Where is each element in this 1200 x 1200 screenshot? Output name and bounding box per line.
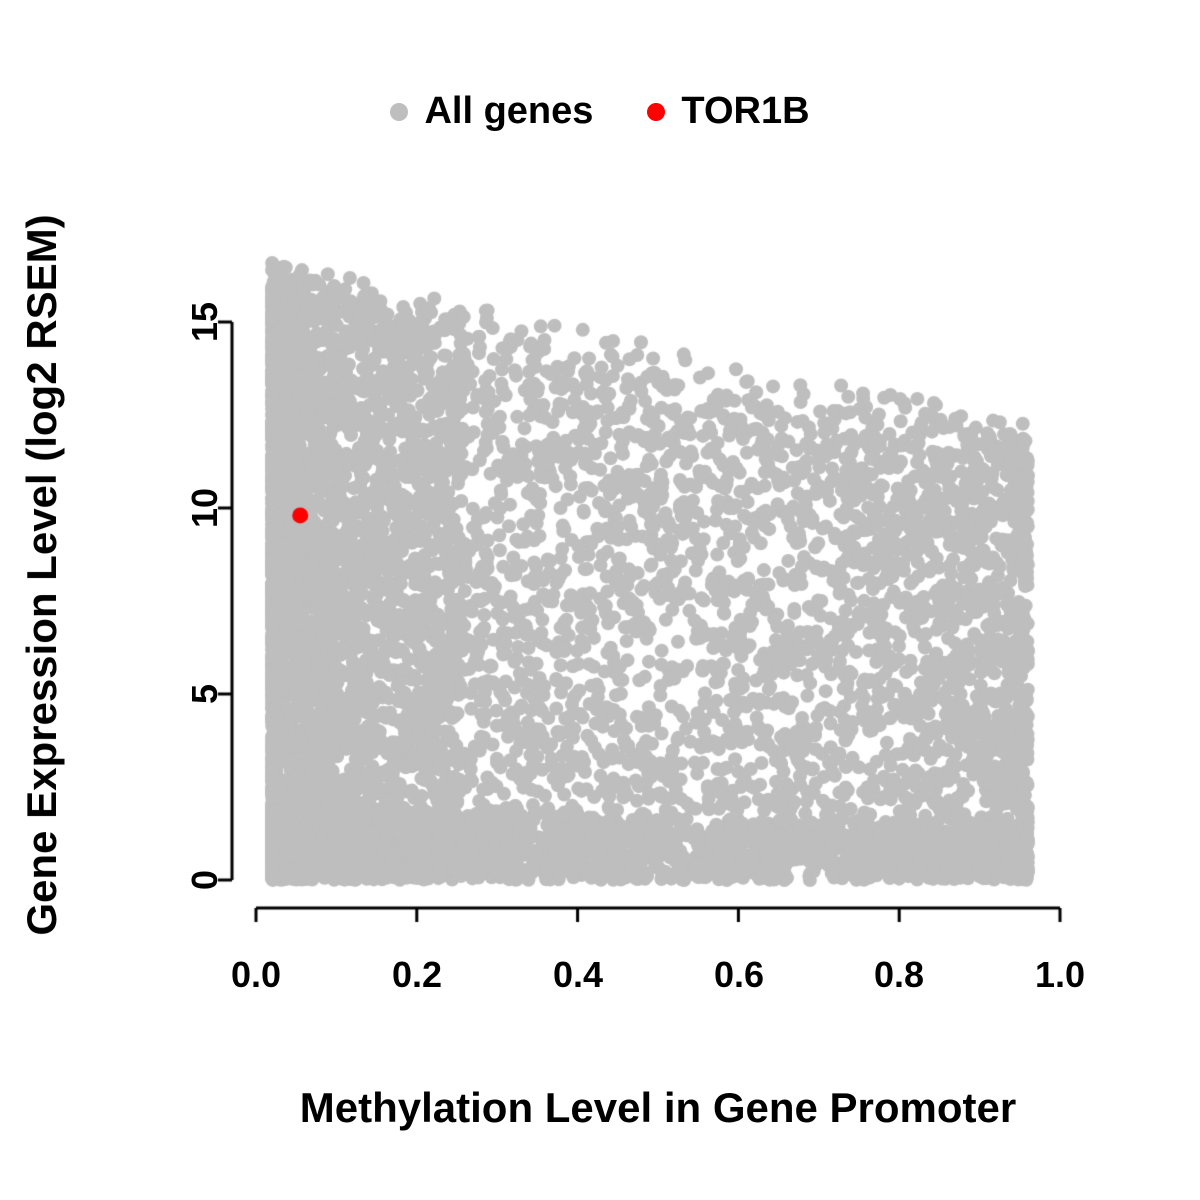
y-tick-label: 5 bbox=[184, 683, 225, 705]
y-axis-title: Gene Expression Level (log2 RSEM) bbox=[18, 214, 65, 936]
x-axis-title: Methylation Level in Gene Promoter bbox=[299, 1084, 1017, 1131]
x-tick-label: 0.8 bbox=[873, 954, 925, 995]
y-tick-label: 10 bbox=[184, 487, 225, 529]
x-tick-label: 0.0 bbox=[230, 954, 282, 995]
x-tick-label: 1.0 bbox=[1034, 954, 1086, 995]
y-tick-label: 0 bbox=[184, 869, 225, 891]
x-tick-label: 0.2 bbox=[391, 954, 443, 995]
x-tick-label: 0.4 bbox=[552, 954, 604, 995]
y-tick-label: 15 bbox=[184, 301, 225, 343]
x-tick-label: 0.6 bbox=[713, 954, 765, 995]
